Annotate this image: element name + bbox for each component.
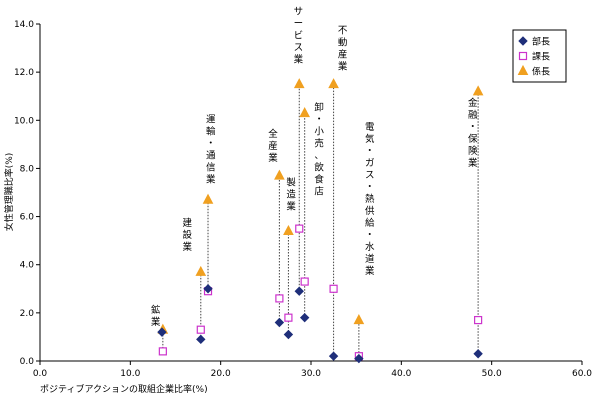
diamond-point bbox=[473, 349, 483, 359]
triangle-point bbox=[274, 169, 285, 180]
industry-label: 電気・ガス・熱供給・水道業 bbox=[365, 122, 375, 277]
data-points bbox=[157, 78, 484, 364]
diamond-point bbox=[299, 312, 310, 323]
y-tick-label: 0.0 bbox=[20, 357, 35, 367]
y-axis-label: 女性管理職比率(%) bbox=[3, 153, 15, 232]
x-tick-label: 60.0 bbox=[572, 369, 592, 379]
diamond-point bbox=[294, 286, 304, 296]
triangle-point bbox=[328, 78, 339, 89]
industry-label: サービス業 bbox=[294, 6, 304, 65]
square-point bbox=[158, 347, 167, 356]
tick-group: 0.0 10.0 20.0 30.0 40.0 50.0 60.0 0.0 2.0 4.0 6.0 8… bbox=[14, 20, 592, 379]
x-tick-label: 30.0 bbox=[301, 369, 321, 379]
square-point bbox=[196, 325, 205, 334]
y-tick-label: 10.0 bbox=[14, 116, 34, 126]
legend-triangle-icon bbox=[517, 64, 529, 75]
diamond-point bbox=[203, 284, 213, 294]
legend-square-icon bbox=[518, 51, 528, 61]
x-tick-label: 10.0 bbox=[120, 369, 140, 379]
x-axis-label: ポジティブアクションの取組企業比率(%) bbox=[40, 383, 208, 395]
square-point bbox=[300, 277, 309, 286]
axes bbox=[39, 24, 582, 362]
diamond-point bbox=[283, 329, 294, 340]
industry-label: 鉱業 bbox=[151, 304, 161, 328]
industry-label: 金融・保険業 bbox=[468, 97, 478, 169]
triangle-point bbox=[293, 78, 305, 89]
industry-label: 不動産業 bbox=[338, 26, 348, 73]
diamond-point bbox=[328, 351, 339, 361]
triangle-point bbox=[299, 106, 311, 118]
diamond-point bbox=[157, 327, 167, 337]
y-tick-label: 14.0 bbox=[14, 20, 34, 30]
square-point bbox=[284, 313, 293, 322]
triangle-point bbox=[283, 224, 294, 236]
triangle-point bbox=[195, 265, 207, 276]
diamond-point bbox=[274, 317, 285, 328]
x-tick-label: 40.0 bbox=[391, 369, 411, 379]
triangle-point bbox=[472, 85, 484, 96]
y-tick-label: 12.0 bbox=[14, 68, 34, 78]
legend-label: 課長 bbox=[532, 51, 550, 63]
industry-label: 卸・小売、飲食店 bbox=[314, 102, 324, 198]
industry-label: 建設業 bbox=[182, 217, 192, 253]
square-point bbox=[329, 284, 338, 293]
x-tick-label: 20.0 bbox=[211, 369, 231, 379]
y-tick-label: 6.0 bbox=[20, 213, 35, 223]
diamond-point bbox=[354, 353, 364, 364]
legend-label: 係長 bbox=[532, 67, 550, 78]
square-point bbox=[295, 224, 304, 233]
y-tick-label: 8.0 bbox=[20, 164, 35, 174]
triangle-point bbox=[202, 193, 214, 204]
y-tick-label: 2.0 bbox=[20, 309, 35, 319]
y-tick-label: 4.0 bbox=[20, 261, 35, 271]
industry-label: 製造業 bbox=[286, 176, 296, 212]
square-point bbox=[474, 315, 483, 325]
legend-diamond-icon bbox=[518, 36, 528, 46]
industry-label: 運輸・通信業 bbox=[206, 115, 216, 186]
x-tick-label: 0.0 bbox=[33, 369, 48, 379]
diamond-point bbox=[196, 334, 206, 345]
x-tick-label: 50.0 bbox=[482, 369, 502, 379]
square-point bbox=[275, 294, 284, 303]
legend-label: 部長 bbox=[532, 36, 550, 48]
industry-label: 全産業 bbox=[268, 128, 278, 164]
triangle-point bbox=[353, 314, 365, 325]
